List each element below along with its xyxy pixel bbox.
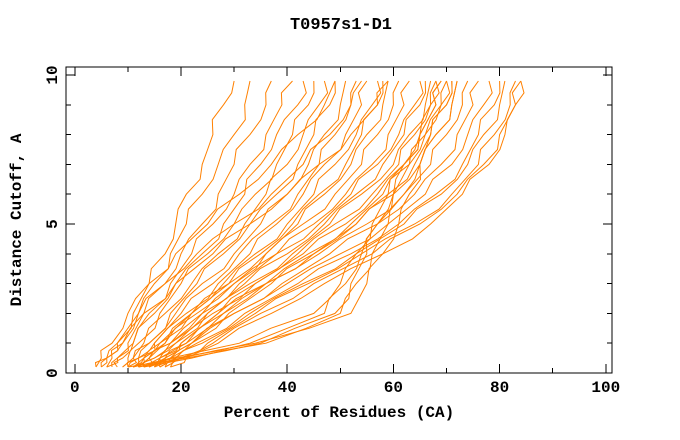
axis-line	[65, 66, 613, 374]
model-curves	[94, 80, 525, 368]
model-curve	[95, 80, 336, 368]
x-tick-label: 0	[70, 379, 80, 397]
model-curve	[170, 80, 525, 368]
model-curve	[94, 80, 389, 368]
y-tick-label: 10	[44, 65, 62, 84]
y-axis-label: Distance Cutoff, A	[8, 133, 26, 306]
model-curve	[133, 80, 424, 368]
model-curve	[169, 80, 516, 368]
x-tick-label: 100	[591, 379, 620, 397]
model-curve	[137, 80, 357, 368]
model-curve	[127, 80, 400, 368]
model-curve	[127, 80, 329, 368]
model-curve	[142, 80, 410, 368]
x-tick-label: 20	[171, 379, 190, 397]
model-curve	[100, 80, 235, 368]
model-curve	[164, 80, 522, 368]
tick-labels: 0 20 40 60 80 100 0 5 10	[44, 65, 620, 397]
model-curve	[158, 80, 479, 368]
model-curve	[111, 80, 272, 368]
x-tick-label: 60	[384, 379, 403, 397]
model-curve	[122, 80, 347, 368]
x-axis-label: Percent of Residues (CA)	[224, 404, 454, 422]
x-tick-label: 80	[490, 379, 509, 397]
model-curve	[126, 80, 368, 368]
model-curve	[164, 80, 501, 368]
model-curve	[127, 80, 440, 368]
model-curve	[143, 80, 458, 368]
axes-frame	[65, 66, 613, 374]
model-curve	[148, 80, 427, 368]
model-curve	[138, 80, 442, 368]
model-curve	[132, 80, 384, 368]
x-tick-label: 40	[278, 379, 297, 397]
plot-title: T0957s1-D1	[290, 16, 392, 35]
model-curve	[138, 80, 432, 368]
model-curve	[148, 80, 469, 368]
model-curve	[143, 80, 382, 368]
model-curve	[100, 80, 362, 368]
model-curve	[106, 80, 251, 368]
model-curve	[113, 80, 293, 368]
model-curve	[122, 80, 315, 368]
model-curve	[132, 80, 336, 368]
model-curve	[138, 80, 453, 368]
y-tick-label: 5	[44, 219, 62, 229]
y-tick-label: 0	[44, 368, 62, 378]
model-curve	[106, 80, 307, 368]
